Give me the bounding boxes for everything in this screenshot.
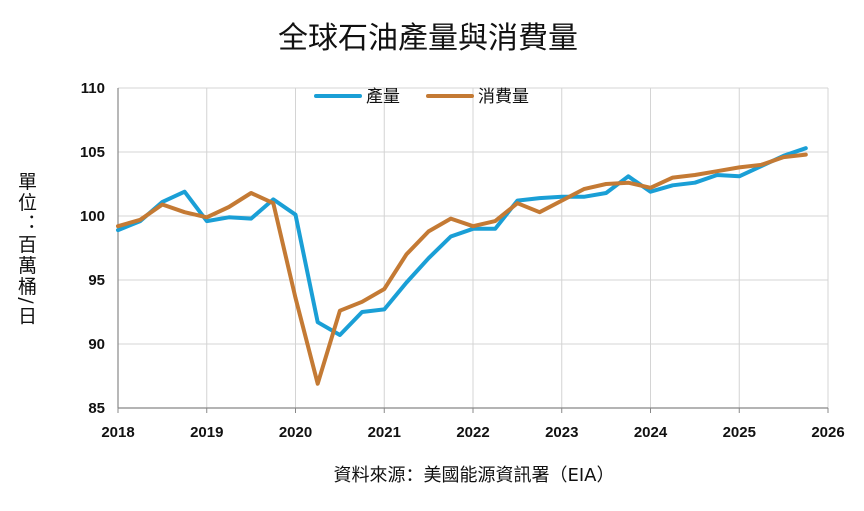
source-note: 資料來源：美國能源資訊署（EIA）: [334, 465, 615, 486]
x-tick-label: 2024: [634, 424, 668, 441]
series-lines: [116, 146, 808, 386]
y-axis-label: 單位：百萬桶/日: [15, 171, 37, 326]
grid: [117, 87, 829, 409]
x-tick-label: 2021: [368, 424, 401, 441]
x-tick-label: 2026: [811, 424, 844, 441]
y-tick-label: 90: [88, 336, 105, 353]
x-tick-label: 2025: [723, 424, 756, 441]
series-line-consumption: [116, 152, 808, 386]
chart-title: 全球石油產量與消費量: [278, 21, 578, 56]
x-tick-label: 2022: [456, 424, 489, 441]
series-line-production: [116, 146, 808, 337]
y-tick-label: 85: [88, 400, 105, 417]
x-tick-label: 2018: [101, 424, 134, 441]
legend-label: 產量: [366, 87, 400, 107]
axes: 2018 2019 2020 2021 2022 2023 2024 2025 2026 85 90…: [80, 80, 845, 441]
legend: 產量 消費量: [314, 87, 529, 107]
legend-label: 消費量: [478, 87, 529, 107]
y-tick-label: 100: [80, 208, 105, 225]
y-axis-label-text: 單位：百萬桶/日: [15, 171, 37, 326]
x-tick-label: 2020: [279, 424, 312, 441]
y-tick-label: 110: [81, 80, 105, 97]
y-tick-label: 95: [88, 272, 105, 289]
x-tick-label: 2019: [190, 424, 223, 441]
y-tick-label: 105: [80, 144, 105, 161]
x-tick-label: 2023: [545, 424, 578, 441]
